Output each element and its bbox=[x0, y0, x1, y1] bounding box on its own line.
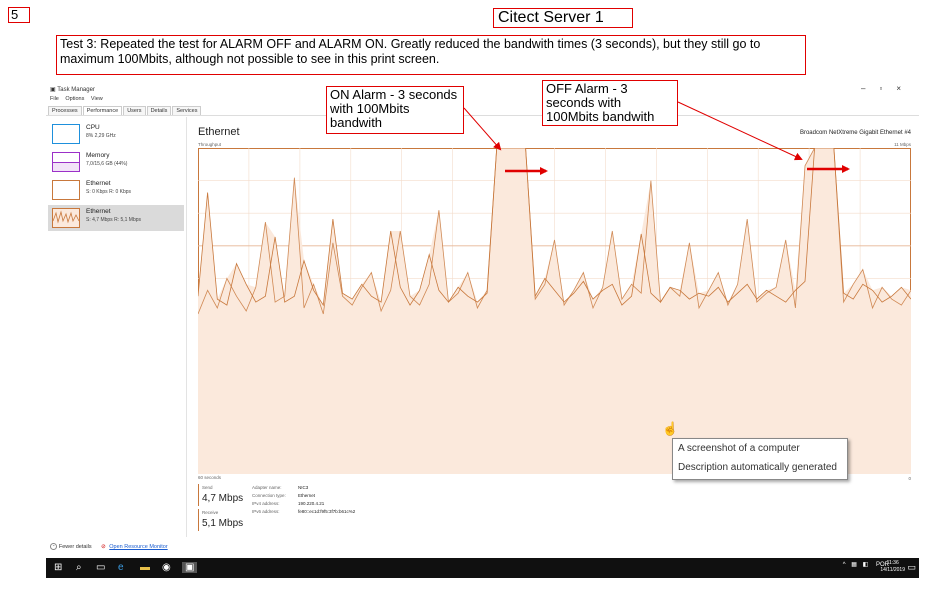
page-number: 5 bbox=[8, 7, 30, 23]
send-marker bbox=[198, 484, 201, 506]
receive-value: 5,1 Mbps bbox=[202, 518, 244, 529]
menu-options[interactable]: Options bbox=[65, 96, 85, 102]
detail-value: fe80::ec1d:f9f5:3f7b:b61c%2 bbox=[298, 509, 356, 514]
task-view-icon[interactable]: ▭ bbox=[96, 562, 106, 573]
callout-off-alarm: OFF Alarm - 3 seconds with 100Mbits band… bbox=[542, 80, 678, 126]
search-icon[interactable]: ⌕ bbox=[76, 562, 82, 573]
start-button-icon[interactable]: ⊞ bbox=[54, 562, 63, 573]
clock-date: 14/11/2019 bbox=[880, 567, 905, 573]
system-tray: ^ ▦ ◧ POR bbox=[843, 561, 889, 568]
fewer-details-link[interactable]: Fewer details bbox=[58, 544, 92, 550]
detail-value: Ethernet bbox=[298, 493, 316, 498]
task-manager-window: ▣ Task Manager –▫× File Options View Pro… bbox=[46, 84, 919, 556]
fewer-details-icon[interactable]: ⌃ bbox=[50, 543, 58, 550]
detail-key: Adapter name: bbox=[252, 485, 282, 490]
window-controls: –▫× bbox=[861, 84, 915, 93]
window-title-text: Task Manager bbox=[57, 87, 95, 93]
windows-taskbar: ⊞ ⌕ ▭ e ▬ ◉ ▣ ^ ▦ ◧ POR 11:36 14/11/2019… bbox=[46, 558, 919, 578]
sidebar-item-label: Ethernet bbox=[86, 180, 111, 187]
sidebar-item-ethernet-2[interactable]: Ethernet S: 4,7 Mbps R: 5,1 Mbps bbox=[48, 205, 184, 231]
receive-marker bbox=[198, 509, 201, 531]
open-resource-monitor-link[interactable]: Open Resource Monitor bbox=[109, 544, 168, 550]
ethernet-thumbnail-active bbox=[52, 208, 80, 228]
test-note: Test 3: Repeated the test for ALARM OFF … bbox=[56, 35, 806, 75]
alt-text-tooltip: A screenshot of a computer Description a… bbox=[672, 438, 848, 480]
resource-monitor-icon: ⊘ bbox=[101, 544, 106, 550]
detail-value: NIC3 bbox=[298, 485, 309, 490]
tray-chevron-icon[interactable]: ^ bbox=[842, 562, 846, 568]
clock-time: 11:36 bbox=[886, 560, 899, 566]
send-label: Send bbox=[202, 485, 213, 490]
sidebar-item-label: CPU bbox=[86, 124, 100, 131]
app-icon[interactable]: ◉ bbox=[162, 562, 171, 573]
detail-value: 190.220.4.21 bbox=[298, 501, 325, 506]
callout-off-pointer bbox=[677, 101, 803, 161]
sidebar-item-sub: 7,0/15,6 GB (44%) bbox=[86, 161, 128, 167]
tooltip-line-2: Description automatically generated bbox=[678, 462, 837, 473]
send-line bbox=[198, 148, 911, 315]
detail-key: Connection type: bbox=[252, 493, 286, 498]
tray-volume-icon[interactable]: ◧ bbox=[862, 562, 869, 568]
memory-thumbnail bbox=[52, 152, 80, 172]
y-axis-min-label: 0 bbox=[908, 476, 911, 481]
taskbar-clock[interactable]: 11:36 14/11/2019 bbox=[880, 560, 905, 574]
task-manager-taskbar-icon[interactable]: ▣ bbox=[182, 562, 198, 573]
sidebar-item-label: Memory bbox=[86, 152, 110, 159]
throughput-graph bbox=[198, 148, 911, 474]
send-value: 4,7 Mbps bbox=[202, 493, 244, 504]
file-explorer-icon[interactable]: ▬ bbox=[140, 562, 150, 573]
task-manager-icon: ▣ bbox=[50, 87, 56, 93]
tooltip-line-1: A screenshot of a computer bbox=[678, 443, 800, 454]
tray-network-icon[interactable]: ▦ bbox=[851, 562, 857, 568]
sidebar-item-memory[interactable]: Memory 7,0/15,6 GB (44%) bbox=[48, 149, 184, 175]
cpu-thumbnail bbox=[52, 124, 80, 144]
receive-label: Receive bbox=[202, 510, 219, 515]
sidebar-item-sub: S: 0 Kbps R: 0 Kbps bbox=[86, 189, 132, 195]
menu-bar: File Options View bbox=[50, 96, 108, 102]
menu-view[interactable]: View bbox=[90, 96, 103, 102]
receive-fill bbox=[198, 148, 911, 474]
x-axis-span-label: 60 seconds bbox=[198, 475, 222, 480]
callout-on-pointer bbox=[463, 107, 502, 151]
close-button[interactable]: × bbox=[896, 84, 915, 93]
restore-button[interactable]: ▫ bbox=[879, 84, 897, 93]
hand-cursor-icon: ☝ bbox=[662, 421, 679, 436]
adapter-name: Broadcom NetXtreme Gigabit Ethernet #4 bbox=[799, 130, 911, 136]
ethernet-thumbnail bbox=[52, 180, 80, 200]
minimize-button[interactable]: – bbox=[861, 84, 880, 93]
footer-links: ⌃ Fewer details ⊘ Open Resource Monitor bbox=[50, 543, 168, 550]
detail-key: IPv6 address: bbox=[252, 509, 280, 514]
server-title: Citect Server 1 bbox=[493, 8, 633, 28]
sidebar-item-label: Ethernet bbox=[86, 208, 111, 215]
edge-browser-icon[interactable]: e bbox=[118, 562, 124, 573]
window-title: ▣ Task Manager bbox=[50, 86, 95, 93]
sidebar-item-ethernet-1[interactable]: Ethernet S: 0 Kbps R: 0 Kbps bbox=[48, 177, 184, 203]
sidebar-item-sub: S: 4,7 Mbps R: 5,1 Mbps bbox=[86, 217, 142, 223]
panel-heading: Ethernet bbox=[198, 126, 240, 138]
tray-language[interactable]: POR bbox=[875, 562, 889, 568]
sidebar-item-sub: 8% 2,29 GHz bbox=[86, 133, 116, 139]
throughput-label: Throughput bbox=[198, 142, 222, 147]
callout-on-alarm: ON Alarm - 3 seconds with 100Mbits bandw… bbox=[326, 86, 464, 134]
tab-divider bbox=[46, 115, 919, 116]
notification-icon[interactable]: ▭ bbox=[907, 562, 916, 572]
y-axis-max-label: 11 Mbps bbox=[894, 142, 911, 147]
detail-key: IPv4 address: bbox=[252, 501, 280, 506]
menu-file[interactable]: File bbox=[50, 96, 59, 102]
performance-sidebar: CPU 8% 2,29 GHz Memory 7,0/15,6 GB (44%)… bbox=[46, 117, 187, 537]
sidebar-item-cpu[interactable]: CPU 8% 2,29 GHz bbox=[48, 121, 184, 147]
